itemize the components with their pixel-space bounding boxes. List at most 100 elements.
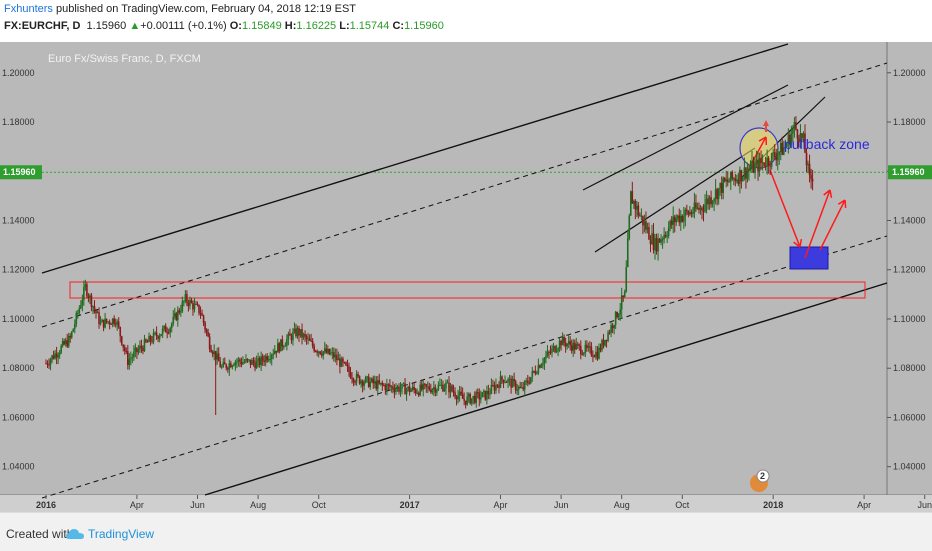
candle-body <box>358 376 361 384</box>
candle-body <box>649 239 652 245</box>
candle-body <box>240 361 243 365</box>
candle-body <box>661 239 664 241</box>
x-tick-label: Oct <box>312 500 327 510</box>
tradingview-brand-link[interactable]: TradingView <box>88 527 155 541</box>
candle-body <box>73 324 76 329</box>
candle-body <box>181 301 184 312</box>
candle-body <box>369 381 372 387</box>
publish-line: Fxhunters published on TradingView.com, … <box>4 3 356 15</box>
candle-body <box>266 356 268 361</box>
candle-body <box>657 238 659 252</box>
candle-body <box>339 358 341 367</box>
candle-body <box>54 353 56 359</box>
candle-body <box>158 335 161 339</box>
candle-body <box>695 202 697 209</box>
candle-body <box>278 343 281 352</box>
candle-body <box>502 379 505 383</box>
candle-body <box>733 178 735 180</box>
candle-body <box>223 362 226 365</box>
candle-body <box>119 327 122 337</box>
candle-body <box>737 179 740 184</box>
candle-body <box>702 210 705 212</box>
candle-body <box>433 387 435 390</box>
candle-body <box>531 370 534 378</box>
candle-body <box>210 349 212 353</box>
candle-body <box>636 205 638 210</box>
candle-body <box>645 221 647 230</box>
candle-body <box>122 344 125 348</box>
candle-body <box>716 189 718 200</box>
candle-body <box>557 348 559 351</box>
last-price-label-right: 1.15960 <box>892 167 925 177</box>
candle-body <box>464 400 467 405</box>
candle-body <box>198 304 200 314</box>
x-tick-label: 2016 <box>36 500 56 510</box>
event-badge-number: 2 <box>760 471 765 481</box>
candle-body <box>752 160 755 173</box>
candle-body <box>111 318 114 325</box>
candle-body <box>296 328 299 337</box>
candle-body <box>533 370 535 372</box>
candle-body <box>410 389 412 392</box>
candle-body <box>670 220 673 225</box>
upper-channel-line <box>41 43 789 274</box>
candle-body <box>536 373 538 375</box>
candle-body <box>667 227 670 237</box>
candle-body <box>490 384 493 394</box>
candle-body <box>93 306 96 310</box>
candle-body <box>708 197 711 205</box>
candle-body <box>260 356 262 366</box>
candle-body <box>113 318 115 324</box>
candle-body <box>373 381 376 384</box>
x-tick-label: Oct <box>675 500 690 510</box>
candle-body <box>729 171 732 182</box>
candle-body <box>445 382 447 389</box>
candle-body <box>189 300 191 306</box>
candle-body <box>84 284 87 287</box>
candle-body <box>776 155 779 161</box>
candle-body <box>751 160 753 169</box>
candle-body <box>131 357 134 359</box>
candle-body <box>164 325 167 333</box>
candle-body <box>425 384 428 387</box>
candle-body <box>217 353 220 362</box>
candle-body <box>581 354 584 356</box>
event-badge[interactable]: 2 <box>750 469 770 492</box>
candle-body <box>545 355 547 359</box>
candle-body <box>276 343 279 353</box>
candle-body <box>786 144 788 147</box>
candle-body <box>308 338 311 341</box>
candle-body <box>108 321 111 324</box>
candle-body <box>142 347 144 351</box>
symbol-label: FX:EURCHF, D <box>4 20 81 32</box>
candle-body <box>542 363 544 366</box>
candle-body <box>155 332 158 337</box>
lower-channel-line <box>204 282 888 496</box>
candle-body <box>204 322 206 330</box>
candle-body <box>664 234 667 237</box>
candle-body <box>208 336 211 350</box>
candle-body <box>758 158 761 172</box>
candle-body <box>337 358 340 361</box>
chart-area[interactable]: Euro Fx/Swiss Franc, D, FXCM 1.20000 1.20… <box>0 0 932 512</box>
author-link[interactable]: Fxhunters <box>4 3 53 15</box>
candle-body <box>70 331 73 338</box>
candle-body <box>183 301 185 303</box>
candle-body <box>145 339 147 342</box>
candle-body <box>192 302 194 310</box>
candle-body <box>722 178 725 193</box>
candle-body <box>389 384 391 387</box>
close-label: C: <box>392 20 405 32</box>
candle-body <box>292 332 294 341</box>
candle-body <box>442 384 444 392</box>
candle-body <box>286 339 288 346</box>
low-value: 1.15744 <box>349 20 390 32</box>
candle-body <box>81 299 84 306</box>
candle-body <box>251 360 253 365</box>
candle-body <box>472 395 475 399</box>
candle-body <box>136 347 138 353</box>
y-tick-label-right: 1.04000 <box>893 462 926 472</box>
candle-body <box>489 393 491 395</box>
candle-body <box>749 168 752 170</box>
candle-body <box>384 385 387 391</box>
